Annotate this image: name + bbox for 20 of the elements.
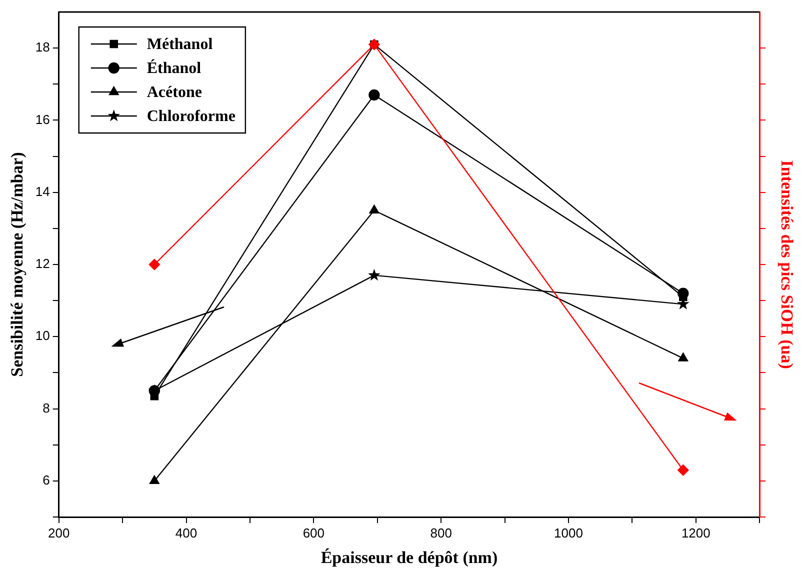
y-tick-label: 8 bbox=[42, 400, 50, 416]
legend-label: Chloroforme bbox=[146, 108, 236, 126]
y-tick-label: 6 bbox=[42, 472, 50, 488]
x-tick-label: 200 bbox=[48, 525, 70, 540]
y-tick-label: 14 bbox=[35, 184, 50, 199]
y-tick-label: 12 bbox=[35, 256, 50, 272]
x-tick-label: 400 bbox=[175, 525, 198, 540]
legend-label: Méthanol bbox=[146, 36, 214, 54]
y2-axis-title: Intensités des pics SiOH (ua) bbox=[777, 160, 796, 369]
legend-label: Acétone bbox=[146, 84, 202, 102]
x-axis-title: Épaisseur de dépôt (nm) bbox=[320, 548, 498, 568]
y-axis-title: Sensibilité moyenne (Hz/mbar) bbox=[8, 152, 27, 377]
x-tick-label: 1000 bbox=[554, 525, 583, 540]
x-tick-label: 800 bbox=[430, 525, 452, 540]
y-tick-label: 16 bbox=[35, 112, 50, 127]
y-tick-label: 10 bbox=[35, 328, 50, 344]
y-tick-label: 18 bbox=[35, 40, 50, 55]
x-tick-label: 1200 bbox=[681, 525, 710, 540]
legend-label: Éthanol bbox=[146, 59, 202, 78]
x-tick-label: 600 bbox=[302, 525, 325, 540]
